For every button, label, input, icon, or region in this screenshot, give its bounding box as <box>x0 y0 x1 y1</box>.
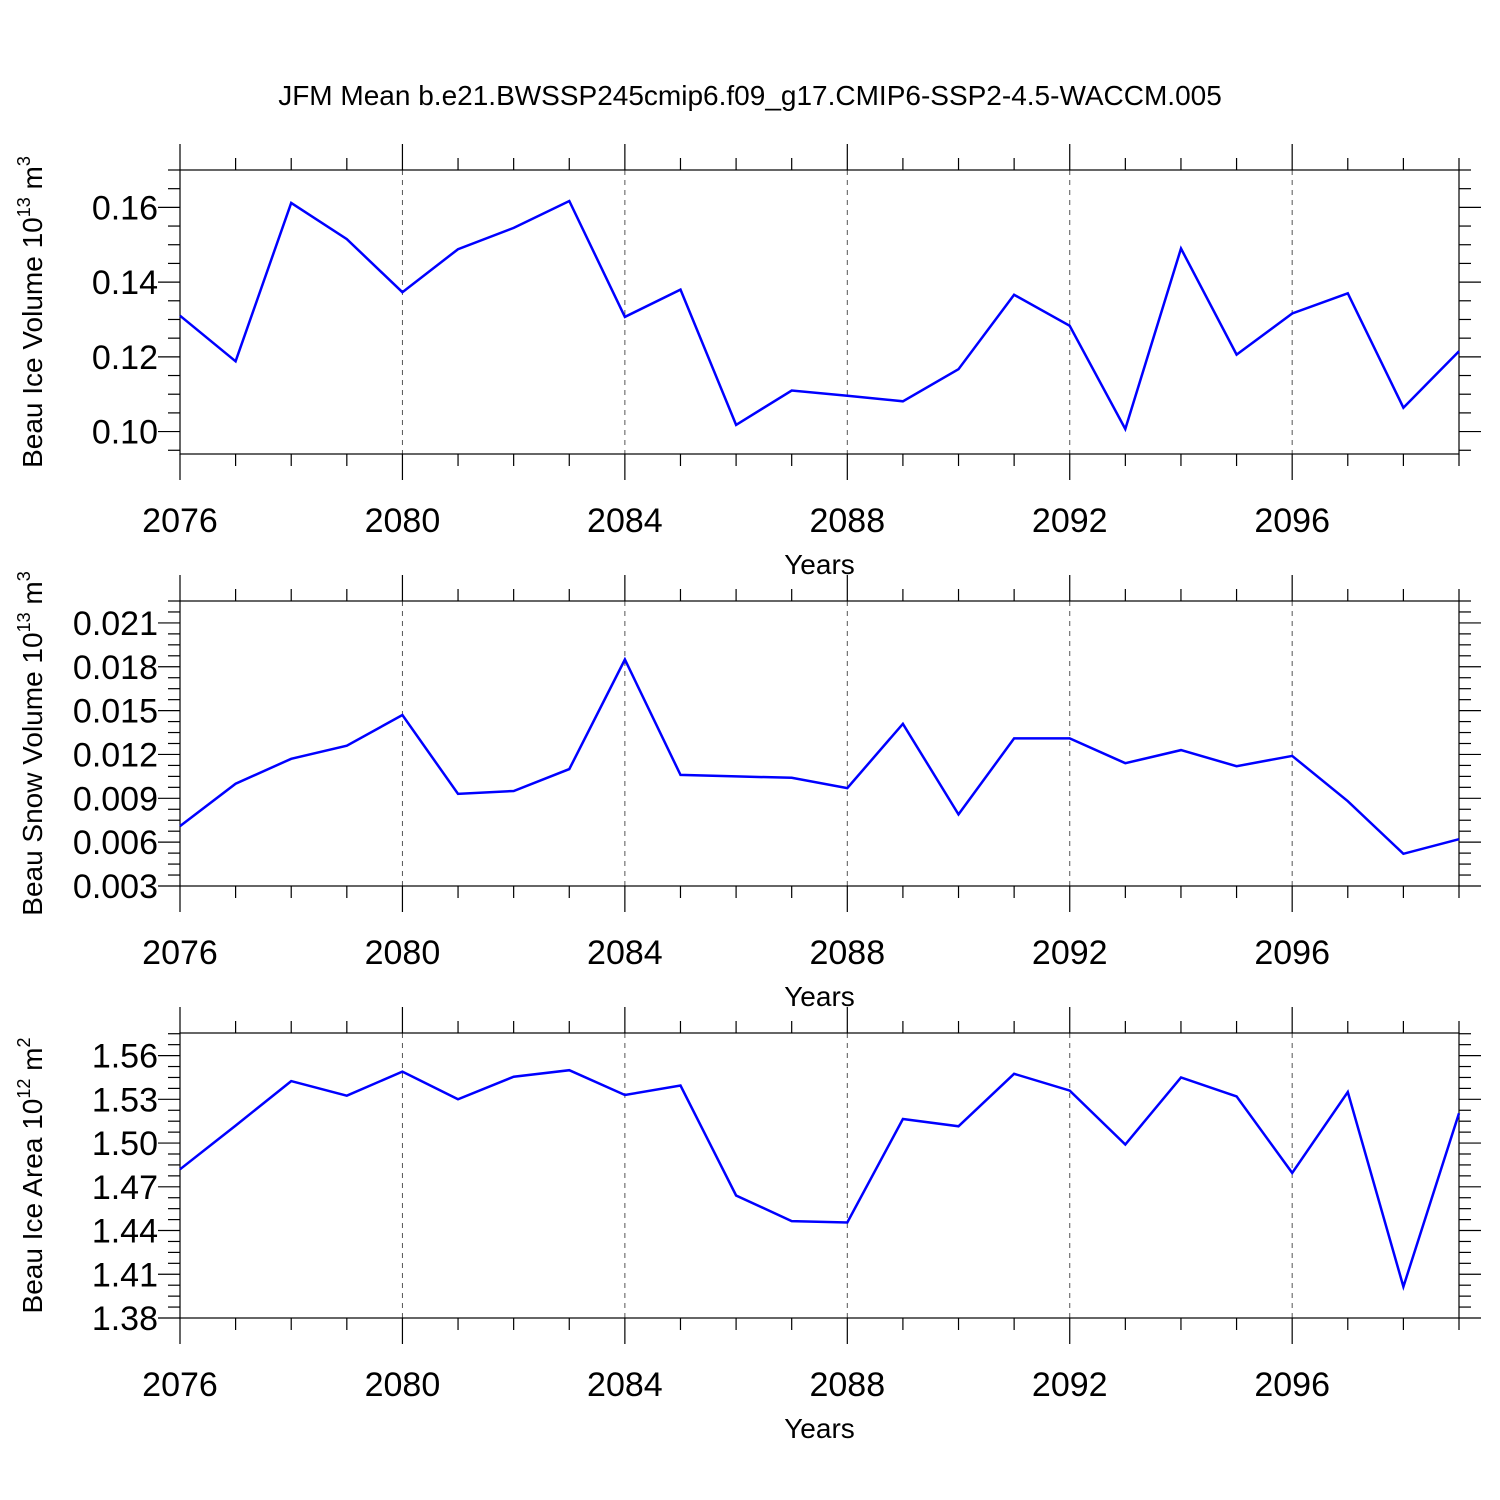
y-tick-label: 0.003 <box>73 868 158 906</box>
series-line <box>179 1068 1461 1292</box>
y-tick-label: 1.44 <box>92 1213 158 1251</box>
y-tick-label: 1.41 <box>92 1256 158 1294</box>
x-axis-title: Years <box>784 981 855 1012</box>
y-tick-label: 0.018 <box>73 649 158 687</box>
y-tick-label: 1.53 <box>92 1081 158 1119</box>
x-axis-title: Years <box>784 549 855 580</box>
x-tick-label: 2080 <box>365 934 441 972</box>
panels: 2076 2080 2084 2088 2092 2096 0.10 0.12 0.14 0.16… <box>14 144 1481 1444</box>
y-tick-label: 1.50 <box>92 1125 158 1163</box>
x-tick-label: 2076 <box>142 934 218 972</box>
x-tick-label: 2096 <box>1254 502 1330 540</box>
x-tick-label: 2084 <box>587 502 663 540</box>
y-axis-title: Beau Ice Volume 1013 m3 <box>14 156 48 468</box>
y-tick-label: 1.56 <box>92 1038 158 1076</box>
y-tick-label: 1.47 <box>92 1169 158 1207</box>
y-tick-label: 0.10 <box>92 414 158 452</box>
x-tick-label: 2076 <box>142 1366 218 1404</box>
x-tick-label: 2092 <box>1032 1366 1108 1404</box>
y-tick-label: 0.12 <box>92 339 158 377</box>
x-tick-label: 2092 <box>1032 502 1108 540</box>
y-axis-title: Beau Ice Area 1012 m2 <box>14 1038 48 1314</box>
y-tick-label: 0.021 <box>73 605 158 643</box>
x-tick-label: 2088 <box>809 934 885 972</box>
y-tick-label: 0.14 <box>92 264 158 302</box>
y-tick-label: 1.38 <box>92 1300 158 1338</box>
y-tick-label: 0.16 <box>92 189 158 227</box>
x-tick-label: 2088 <box>809 502 885 540</box>
x-axis-title: Years <box>784 1413 855 1444</box>
plot-frame <box>179 169 1460 455</box>
x-tick-label: 2092 <box>1032 934 1108 972</box>
series-line <box>179 199 1460 433</box>
chart-panel-3: 2076 2080 2084 2088 2092 2096 1.38 1.41 1.44 1.47… <box>14 1007 1481 1444</box>
series-line <box>179 656 1460 856</box>
x-tick-label: 2076 <box>142 502 218 540</box>
y-tick-label: 0.009 <box>73 780 158 818</box>
x-tick-label: 2080 <box>365 502 441 540</box>
y-tick-label: 0.006 <box>73 824 158 862</box>
x-tick-label: 2084 <box>587 934 663 972</box>
x-tick-label: 2084 <box>587 1366 663 1404</box>
x-tick-label: 2096 <box>1254 934 1330 972</box>
chart-panel-2: 2076 2080 2084 2088 2092 2096 0.003 0.006 0.009 0… <box>14 571 1481 1012</box>
x-tick-label: 2088 <box>809 1366 885 1404</box>
y-tick-label: 0.015 <box>73 693 158 731</box>
x-tick-label: 2080 <box>365 1366 441 1404</box>
figure-title: JFM Mean b.e21.BWSSP245cmip6.f09_g17.CMI… <box>278 80 1222 111</box>
y-axis-title: Beau Snow Volume 1013 m3 <box>14 571 48 915</box>
y-tick-label: 0.012 <box>73 736 158 774</box>
chart-panel-1: 2076 2080 2084 2088 2092 2096 0.10 0.12 0.14 0.16… <box>14 144 1481 580</box>
x-tick-label: 2096 <box>1254 1366 1330 1404</box>
